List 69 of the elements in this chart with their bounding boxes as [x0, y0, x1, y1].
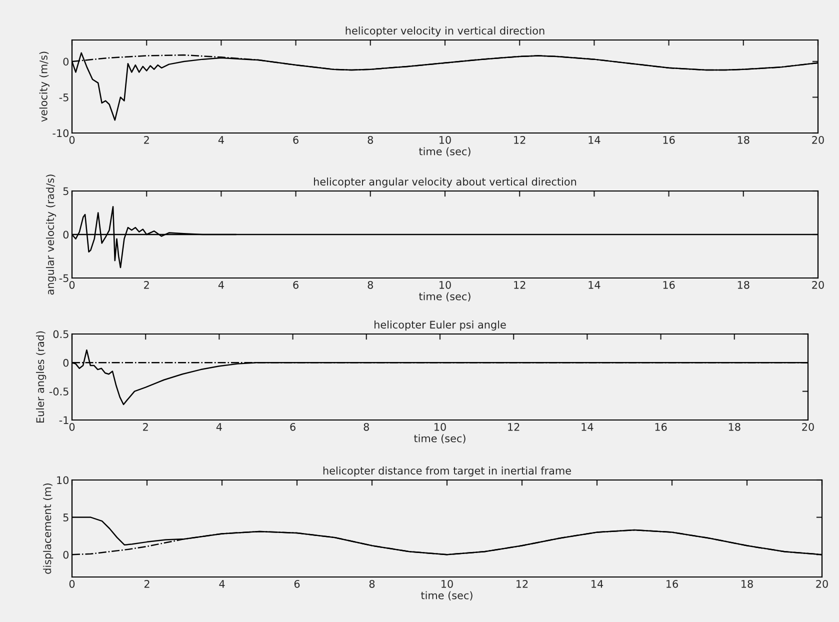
- x-tick-label: 12: [516, 580, 528, 588]
- x-tick-label: 0: [69, 136, 75, 144]
- x-tick-label: 20: [812, 280, 824, 289]
- x-axis-title: time (sec): [414, 434, 466, 444]
- x-tick-label: 10: [440, 136, 451, 144]
- x-tick-label: 4: [218, 136, 224, 144]
- x-tick-label: 14: [592, 580, 604, 588]
- x-tick-label: 12: [514, 280, 526, 289]
- x-axis-title: time (sec): [419, 292, 470, 302]
- y-axis-title: angular velocity (rad/s): [46, 174, 56, 295]
- x-tick-label: 6: [293, 280, 298, 289]
- x-tick-label: 8: [368, 280, 373, 289]
- y-tick-label: 0: [63, 58, 69, 66]
- y-tick-label: -10: [52, 129, 69, 138]
- chart-title: helicopter velocity in vertical direction: [346, 26, 544, 37]
- x-tick-label: 0: [69, 422, 75, 431]
- chart-title: helicopter distance from target in inertial frame: [323, 466, 571, 477]
- x-tick-label: 10: [440, 280, 451, 289]
- y-axis-title: displacement (m): [43, 484, 54, 574]
- y-tick-label: 0: [63, 550, 69, 559]
- x-tick-label: 4: [219, 580, 225, 588]
- x-tick-label: 12: [508, 422, 520, 431]
- x-tick-label: 12: [514, 136, 526, 144]
- x-tick-label: 16: [663, 136, 675, 144]
- x-tick-label: 8: [369, 580, 375, 588]
- x-tick-label: 8: [368, 136, 373, 144]
- x-tick-label: 18: [738, 280, 750, 289]
- y-tick-label: 5: [63, 514, 68, 522]
- y-tick-label: 10: [57, 476, 69, 484]
- x-tick-label: 14: [588, 281, 600, 289]
- y-tick-label: -1: [59, 416, 68, 424]
- x-tick-label: 16: [655, 422, 667, 431]
- x-tick-label: 0: [69, 580, 75, 588]
- chart-title: helicopter angular velocity about vertical direction: [314, 178, 576, 188]
- y-tick-label: 5: [63, 187, 68, 196]
- x-tick-label: 16: [666, 580, 678, 588]
- x-tick-label: 14: [588, 136, 600, 144]
- y-tick-label: -5: [59, 274, 68, 282]
- x-tick-label: 2: [144, 280, 149, 289]
- x-tick-label: 2: [143, 422, 148, 431]
- x-tick-label: 18: [738, 136, 750, 144]
- x-tick-label: 6: [290, 422, 296, 431]
- x-tick-label: 18: [728, 422, 740, 431]
- x-tick-label: 6: [294, 580, 300, 588]
- y-tick-label: -5: [59, 94, 68, 102]
- y-tick-label: 0: [63, 358, 69, 367]
- x-tick-label: 10: [442, 580, 453, 588]
- chart-title: helicopter Euler psi angle: [374, 320, 506, 331]
- x-tick-label: 8: [364, 422, 369, 431]
- x-tick-label: 20: [816, 580, 828, 588]
- x-tick-label: 20: [812, 136, 824, 144]
- x-tick-label: 2: [144, 136, 149, 144]
- x-tick-label: 16: [663, 280, 675, 289]
- x-tick-label: 6: [293, 136, 298, 144]
- x-tick-label: 4: [218, 281, 224, 289]
- y-tick-label: 0.5: [53, 330, 68, 338]
- x-axis-title: time (sec): [421, 591, 472, 601]
- x-tick-label: 14: [582, 423, 594, 431]
- y-axis-title: velocity (m/s): [39, 52, 50, 122]
- x-tick-label: 4: [216, 423, 222, 431]
- x-tick-label: 2: [144, 580, 150, 588]
- y-tick-label: -0.5: [49, 388, 68, 396]
- x-tick-label: 10: [434, 422, 446, 431]
- x-axis-title: time (sec): [419, 147, 470, 157]
- y-axis-title: Euler angles (rad): [36, 331, 46, 423]
- x-tick-label: 0: [69, 280, 75, 289]
- y-tick-label: 0: [63, 230, 69, 239]
- x-tick-label: 18: [742, 580, 753, 588]
- x-tick-label: 20: [802, 422, 814, 431]
